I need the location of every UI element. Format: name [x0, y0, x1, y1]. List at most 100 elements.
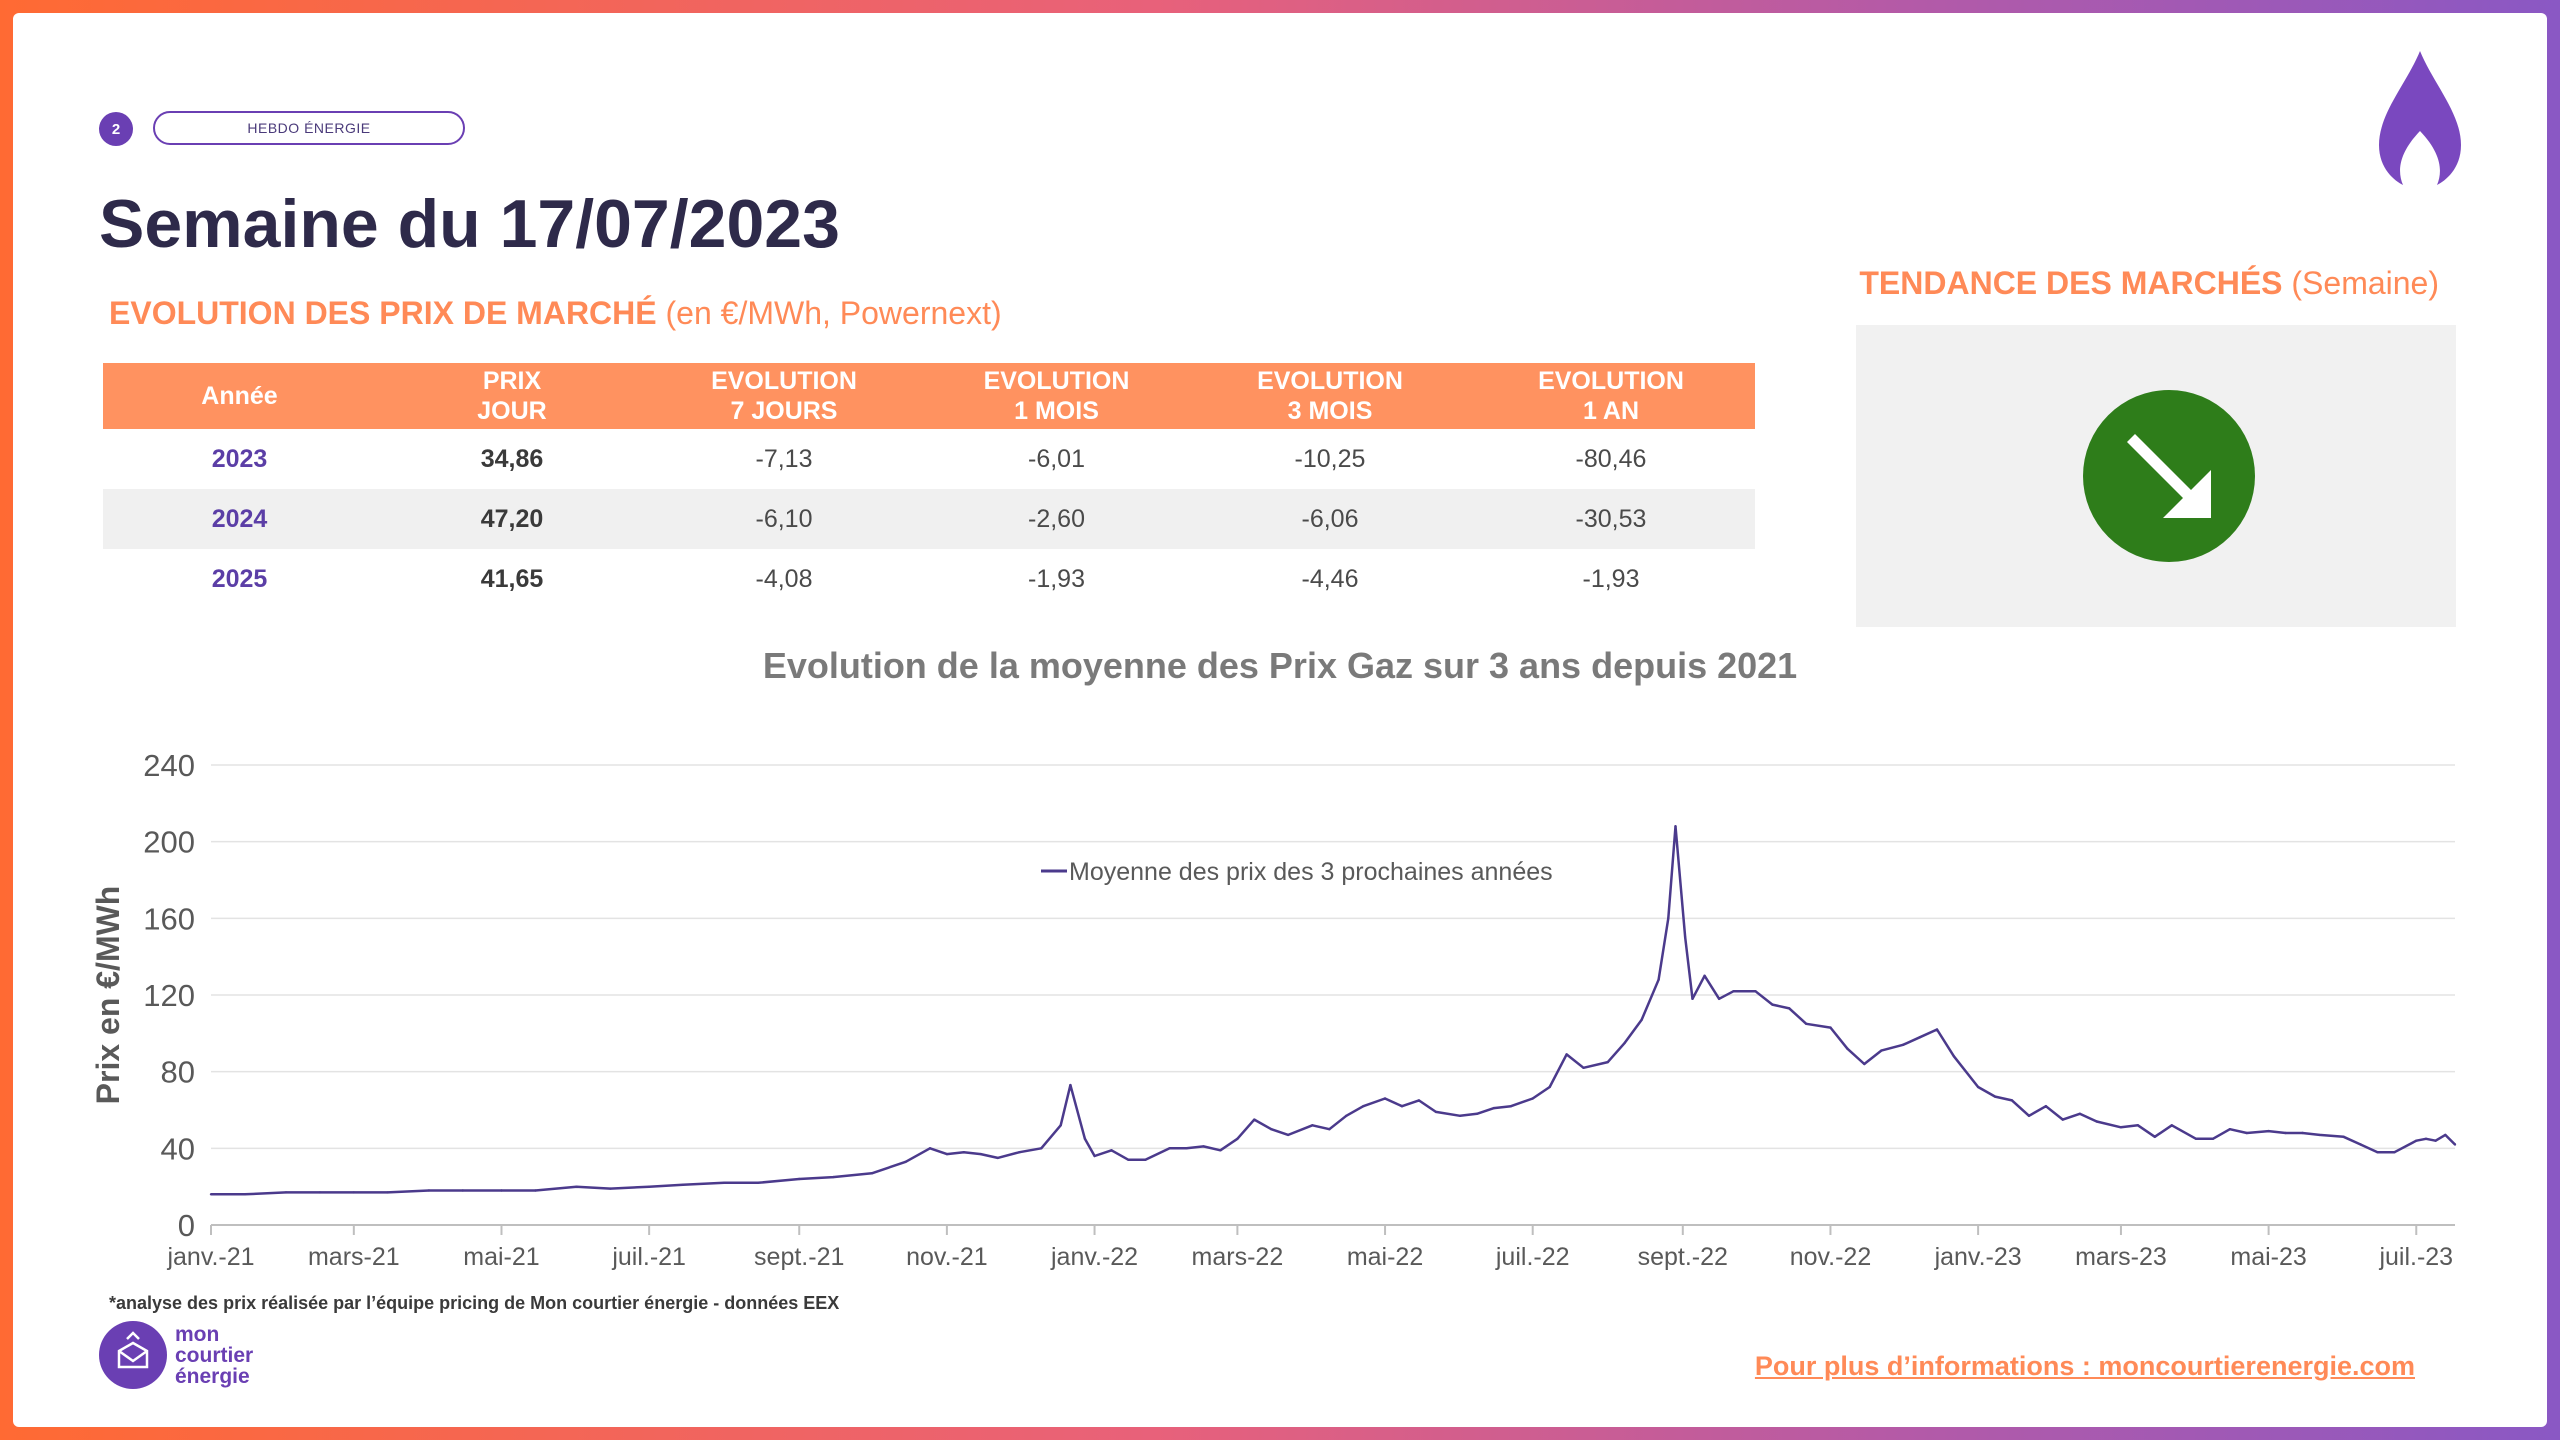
- data-point: [2453, 1143, 2457, 1146]
- x-tick-label: mars-23: [2075, 1243, 2167, 1271]
- data-point: [1018, 1151, 1021, 1154]
- data-point: [318, 1191, 322, 1194]
- trend-title-period: (Semaine): [2291, 265, 2439, 301]
- data-point: [1287, 1133, 1290, 1137]
- data-point: [1127, 1158, 1130, 1161]
- column-header-line: 1 AN: [1582, 397, 1640, 425]
- data-point: [461, 1189, 464, 1192]
- data-point: [1640, 1018, 1643, 1022]
- data-point: [1531, 1097, 1534, 1100]
- logo-line: énergie: [175, 1364, 250, 1388]
- footnote: *analyse des prix réalisée par l’équipe …: [109, 1293, 840, 1313]
- section-title-main: EVOLUTION DES PRIX DE MARCHÉ: [109, 295, 657, 331]
- evolution-cell: -6,06: [1193, 489, 1467, 549]
- x-tick-label: mars-22: [1192, 1243, 1284, 1271]
- data-point: [962, 1151, 965, 1154]
- page-number: 2: [99, 112, 133, 146]
- y-tick-label: 120: [143, 978, 195, 1013]
- data-point: [2194, 1137, 2198, 1140]
- evolution-cell: -10,25: [1294, 444, 1366, 473]
- evolution-cell: -1,93: [1028, 564, 1085, 593]
- data-point: [904, 1160, 907, 1163]
- x-tick-label: sept.-21: [754, 1243, 844, 1271]
- y-tick-label: 40: [161, 1131, 195, 1166]
- data-point: [2153, 1135, 2156, 1138]
- data-point: [2415, 1139, 2418, 1142]
- data-point: [2342, 1135, 2345, 1138]
- x-tick-label: janv.-21: [166, 1243, 254, 1271]
- data-point: [2061, 1118, 2064, 1121]
- column-header: PRIX JOUR: [376, 363, 648, 429]
- data-point: [1219, 1149, 1222, 1152]
- data-point: [1606, 1060, 1610, 1064]
- year-cell: 2025: [211, 564, 268, 593]
- data-point: [1475, 1112, 1479, 1115]
- column-header: EVOLUTION 3 MOIS: [1193, 363, 1467, 429]
- data-point: [1059, 1124, 1062, 1127]
- column-header-line: 3 MOIS: [1287, 397, 1373, 425]
- data-point: [1829, 1026, 1832, 1029]
- data-point: [1582, 1066, 1585, 1069]
- x-tick-label: juil.-23: [2378, 1243, 2453, 1271]
- data-point: [1674, 825, 1677, 828]
- evolution-cell: -1,93: [1582, 564, 1640, 593]
- data-point: [1952, 1055, 1956, 1058]
- column-header: Année: [103, 363, 376, 429]
- column-header-line: EVOLUTION: [1257, 367, 1403, 395]
- data-point: [2359, 1143, 2362, 1146]
- column-header-line: EVOLUTION: [983, 367, 1130, 395]
- logo-mark: [99, 1321, 167, 1389]
- data-point: [1901, 1043, 1905, 1046]
- company-logo[interactable]: mon courtier énergie: [99, 1321, 253, 1389]
- flame-icon: [2379, 51, 2461, 185]
- y-tick-label: 240: [143, 748, 195, 783]
- x-tick-label: nov.-21: [906, 1243, 988, 1271]
- data-point: [1400, 1105, 1404, 1108]
- data-point: [1093, 1154, 1096, 1158]
- data-point: [352, 1191, 355, 1194]
- data-point: [2119, 1126, 2123, 1129]
- data-point: [1311, 1124, 1314, 1127]
- series-line: [211, 825, 2456, 1196]
- data-point: [2434, 1139, 2437, 1142]
- data-point: [2170, 1124, 2173, 1127]
- data-point: [1667, 917, 1670, 920]
- data-point: [2044, 1105, 2048, 1108]
- data-point: [1976, 1085, 1980, 1089]
- data-point: [1509, 1105, 1513, 1108]
- data-point: [647, 1185, 651, 1188]
- data-point: [2267, 1129, 2270, 1133]
- data-point: [284, 1191, 288, 1194]
- table-row: 2025 41,65 -4,08 -1,93 -4,46 -1,93: [103, 549, 1755, 609]
- evolution-cell: -6,10: [648, 489, 920, 549]
- data-point: [681, 1183, 685, 1186]
- data-point: [1345, 1114, 1348, 1117]
- evolution-cell: -4,46: [1301, 564, 1359, 593]
- data-point: [1717, 997, 1721, 1000]
- data-point: [1069, 1083, 1072, 1087]
- data-point: [2095, 1120, 2098, 1123]
- x-tick-label: nov.-22: [1790, 1243, 1872, 1271]
- x-tick-label: janv.-23: [1934, 1243, 2022, 1271]
- data-point: [1362, 1105, 1365, 1108]
- page-title: Semaine du 17/07/2023: [99, 186, 840, 262]
- data-point: [2284, 1131, 2287, 1135]
- price-table: Année PRIX JOUR EVOLUTION 7 JOURS EVOLUTION 1 …: [103, 363, 1755, 609]
- data-point: [831, 1175, 835, 1179]
- data-point: [1168, 1147, 1171, 1150]
- slide: 2 HEBDO ÉNERGIE Semaine du 17/07/2023 EV…: [13, 13, 2547, 1427]
- table-row: 2023 34,86 -7,13 -6,01 -10,25 -80,46: [103, 429, 1755, 489]
- more-info-link[interactable]: Pour plus d’informations : moncourtieren…: [1754, 1351, 2415, 1381]
- data-point: [1434, 1110, 1438, 1114]
- data-point: [2424, 1137, 2428, 1140]
- data-point: [1788, 1007, 1791, 1010]
- y-axis-label: Prix en €/MWh: [90, 886, 126, 1105]
- data-point: [1691, 997, 1694, 1000]
- data-point: [2245, 1131, 2248, 1135]
- x-tick-label: sept.-22: [1638, 1243, 1728, 1271]
- data-point: [534, 1189, 537, 1192]
- column-header: EVOLUTION 7 JOURS: [648, 363, 920, 429]
- column-header-line: 7 JOURS: [730, 397, 838, 425]
- data-point: [1110, 1149, 1113, 1152]
- year-cell: 2023: [211, 444, 268, 473]
